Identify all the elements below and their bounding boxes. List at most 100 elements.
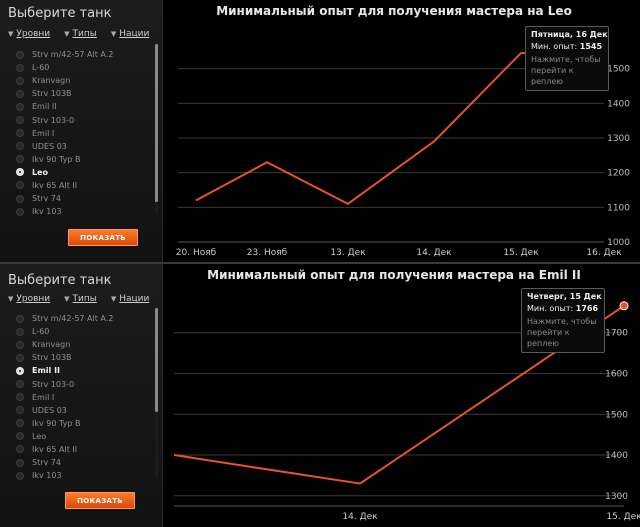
scrollbar-thumb[interactable] xyxy=(155,44,158,202)
chart-area: Минимальный опыт для получения мастера н… xyxy=(164,264,640,527)
highlight-point xyxy=(619,301,629,311)
chart-tooltip[interactable]: Четверг, 15 Дек Мин. опыт: 1766 Нажмите,… xyxy=(521,288,605,353)
tank-item[interactable]: Strv 74 xyxy=(16,192,154,205)
tank-item[interactable]: Strv 103-0 xyxy=(16,377,154,390)
tank-item[interactable]: Emil II xyxy=(16,100,154,113)
y-tick-label: 1100 xyxy=(607,203,630,213)
tank-item[interactable]: Leo xyxy=(16,166,154,179)
radio-button[interactable] xyxy=(16,207,24,216)
tank-item[interactable]: UDES 03 xyxy=(16,404,154,417)
chart-title: Минимальный опыт для получения мастера н… xyxy=(207,268,581,282)
tank-item[interactable]: Ikv 90 Typ B xyxy=(16,153,154,166)
y-tick-label: 1500 xyxy=(607,65,630,75)
radio-button[interactable] xyxy=(16,50,24,59)
radio-button[interactable] xyxy=(16,181,24,190)
radio-button[interactable] xyxy=(16,327,24,336)
filter-types[interactable]: ▼ Типы xyxy=(64,294,97,304)
tank-item[interactable]: Kranvagn xyxy=(16,74,154,87)
tank-item[interactable]: L-60 xyxy=(16,325,154,338)
filter-types-label: Типы xyxy=(72,29,97,39)
tooltip-date: Пятница, 16 Дек xyxy=(531,30,608,39)
radio-button[interactable] xyxy=(16,353,24,362)
chevron-down-icon: ▼ xyxy=(64,295,70,303)
radio-button[interactable] xyxy=(16,102,24,111)
tank-name: UDES 03 xyxy=(32,141,67,151)
y-tick-label: 1200 xyxy=(607,169,630,179)
tank-item[interactable]: Ikv 65 Alt II xyxy=(16,443,154,456)
y-tick-label: 1300 xyxy=(605,492,628,502)
filter-levels[interactable]: ▼ Уровни xyxy=(8,29,50,39)
y-tick-label: 1500 xyxy=(605,410,628,420)
radio-button[interactable] xyxy=(16,129,24,138)
tank-item[interactable]: Strv 103B xyxy=(16,87,154,100)
radio-button[interactable] xyxy=(16,314,24,323)
tank-item[interactable]: Emil I xyxy=(16,391,154,404)
tank-item[interactable]: Strv 74 xyxy=(16,456,154,469)
filter-levels-label: Уровни xyxy=(16,294,51,304)
tank-item[interactable]: UDES 03 xyxy=(16,140,154,153)
tank-item[interactable]: Strv m/42-57 Alt A.2 xyxy=(16,48,154,61)
radio-button[interactable] xyxy=(16,142,24,151)
radio-button[interactable] xyxy=(16,89,24,98)
filter-types[interactable]: ▼ Типы xyxy=(64,29,97,39)
radio-button[interactable] xyxy=(16,458,24,467)
tooltip-replay-hint[interactable]: Нажмите, чтобы перейти к реплею xyxy=(527,317,597,348)
panel-divider xyxy=(0,262,640,265)
radio-button[interactable] xyxy=(16,419,24,428)
radio-button[interactable] xyxy=(16,116,24,125)
tank-item[interactable]: Kranvagn xyxy=(16,338,154,351)
tank-item[interactable]: Strv m/42-57 Alt A.2 xyxy=(16,312,154,325)
radio-button[interactable] xyxy=(16,194,24,203)
show-button[interactable]: ПОКАЗАТЬ xyxy=(65,492,135,509)
tooltip-date: Четверг, 15 Дек xyxy=(527,292,602,301)
chart-tooltip[interactable]: Пятница, 16 Дек Мин. опыт: 1545 Нажмите,… xyxy=(525,26,609,91)
tank-list: Strv m/42-57 Alt A.2 L-60 Kranvagn Strv … xyxy=(16,312,154,483)
chart-title: Минимальный опыт для получения мастера н… xyxy=(216,4,572,18)
tank-name: Emil II xyxy=(32,102,57,112)
tank-name: L-60 xyxy=(32,327,50,337)
radio-button[interactable] xyxy=(16,76,24,85)
show-button[interactable]: ПОКАЗАТЬ xyxy=(68,229,138,246)
radio-button[interactable] xyxy=(16,380,24,389)
tank-item[interactable]: Ikv 65 Alt II xyxy=(16,179,154,192)
radio-button[interactable] xyxy=(16,168,24,177)
filter-nations[interactable]: ▼ Нации xyxy=(111,294,150,304)
x-tick-label: 15. Дек xyxy=(503,248,539,258)
tank-item[interactable]: Ikv 103 xyxy=(16,469,154,482)
tank-selector-sidebar: Выберите танк ▼ Уровни ▼ Типы ▼ Нации St… xyxy=(0,0,163,264)
mastery-panel-emil-ii: Выберите танк ▼ Уровни ▼ Типы ▼ Нации St… xyxy=(0,264,640,527)
tank-list-scrollbar[interactable] xyxy=(155,44,158,214)
radio-button[interactable] xyxy=(16,63,24,72)
radio-button[interactable] xyxy=(16,155,24,164)
tank-name: Emil II xyxy=(32,366,61,376)
filter-levels[interactable]: ▼ Уровни xyxy=(8,294,50,304)
radio-button[interactable] xyxy=(16,471,24,480)
tank-name: Emil I xyxy=(32,128,55,138)
chevron-down-icon: ▼ xyxy=(110,295,117,303)
tank-item[interactable]: Leo xyxy=(16,430,154,443)
radio-button[interactable] xyxy=(16,445,24,454)
tank-item[interactable]: Emil I xyxy=(16,127,154,140)
radio-button[interactable] xyxy=(16,340,24,349)
tank-item[interactable]: Ikv 103 xyxy=(16,205,154,218)
tooltip-replay-hint[interactable]: Нажмите, чтобы перейти к реплею xyxy=(531,55,601,86)
filter-nations[interactable]: ▼ Нации xyxy=(111,29,150,39)
tank-item[interactable]: Strv 103-0 xyxy=(16,113,154,126)
filter-bar: ▼ Уровни ▼ Типы ▼ Нации xyxy=(8,294,149,304)
tank-list: Strv m/42-57 Alt A.2 L-60 Kranvagn Strv … xyxy=(16,48,154,218)
tank-item[interactable]: Strv 103B xyxy=(16,351,154,364)
radio-button[interactable] xyxy=(16,366,24,375)
tank-item[interactable]: L-60 xyxy=(16,61,154,74)
radio-button[interactable] xyxy=(16,406,24,415)
tank-item[interactable]: Emil II xyxy=(16,364,154,377)
radio-button[interactable] xyxy=(16,393,24,402)
scrollbar-thumb[interactable] xyxy=(155,308,158,412)
tank-name: Strv m/42-57 Alt A.2 xyxy=(32,50,114,60)
tank-name: Strv 103B xyxy=(32,353,72,363)
tank-item[interactable]: Ikv 90 Typ B xyxy=(16,417,154,430)
x-tick-label: 13. Дек xyxy=(330,248,366,258)
tooltip-value-row: Мин. опыт: 1545 xyxy=(531,42,603,51)
tank-name: Strv 103B xyxy=(32,89,72,99)
tank-list-scrollbar[interactable] xyxy=(155,308,158,478)
radio-button[interactable] xyxy=(16,432,24,441)
